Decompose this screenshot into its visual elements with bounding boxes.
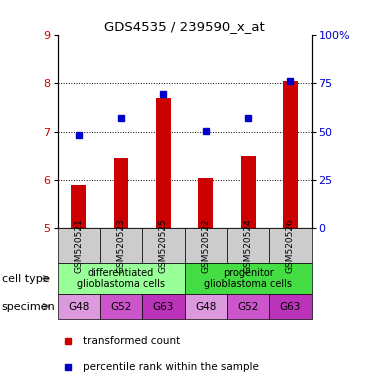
Bar: [58, 228, 100, 263]
Text: GSM520525: GSM520525: [159, 218, 168, 273]
Bar: [198, 177, 213, 228]
Bar: [156, 98, 171, 228]
Text: G48: G48: [195, 301, 216, 311]
Bar: [142, 228, 185, 263]
Text: G52: G52: [237, 301, 259, 311]
Bar: [100, 295, 142, 319]
Bar: [114, 158, 128, 228]
Text: transformed count: transformed count: [83, 336, 180, 346]
Text: G63: G63: [280, 301, 301, 311]
Text: specimen: specimen: [2, 301, 56, 311]
Bar: [269, 295, 312, 319]
Bar: [185, 263, 312, 295]
Bar: [269, 228, 312, 263]
Title: GDS4535 / 239590_x_at: GDS4535 / 239590_x_at: [104, 20, 265, 33]
Text: GSM520524: GSM520524: [244, 218, 253, 273]
Text: GSM520521: GSM520521: [74, 218, 83, 273]
Bar: [142, 295, 185, 319]
Text: differentiated
glioblastoma cells: differentiated glioblastoma cells: [77, 268, 165, 290]
Text: percentile rank within the sample: percentile rank within the sample: [83, 362, 259, 372]
Text: GSM520522: GSM520522: [201, 218, 210, 273]
Bar: [227, 295, 269, 319]
Bar: [227, 228, 269, 263]
Text: GSM520526: GSM520526: [286, 218, 295, 273]
Bar: [185, 295, 227, 319]
Bar: [71, 185, 86, 228]
Text: progenitor
glioblastoma cells: progenitor glioblastoma cells: [204, 268, 292, 290]
Text: GSM520523: GSM520523: [116, 218, 125, 273]
Bar: [283, 81, 298, 228]
Bar: [185, 228, 227, 263]
Text: G63: G63: [153, 301, 174, 311]
Bar: [58, 295, 100, 319]
Bar: [241, 156, 256, 228]
Bar: [100, 228, 142, 263]
Text: G52: G52: [110, 301, 132, 311]
Text: G48: G48: [68, 301, 89, 311]
Text: cell type: cell type: [2, 273, 49, 283]
Bar: [58, 263, 185, 295]
